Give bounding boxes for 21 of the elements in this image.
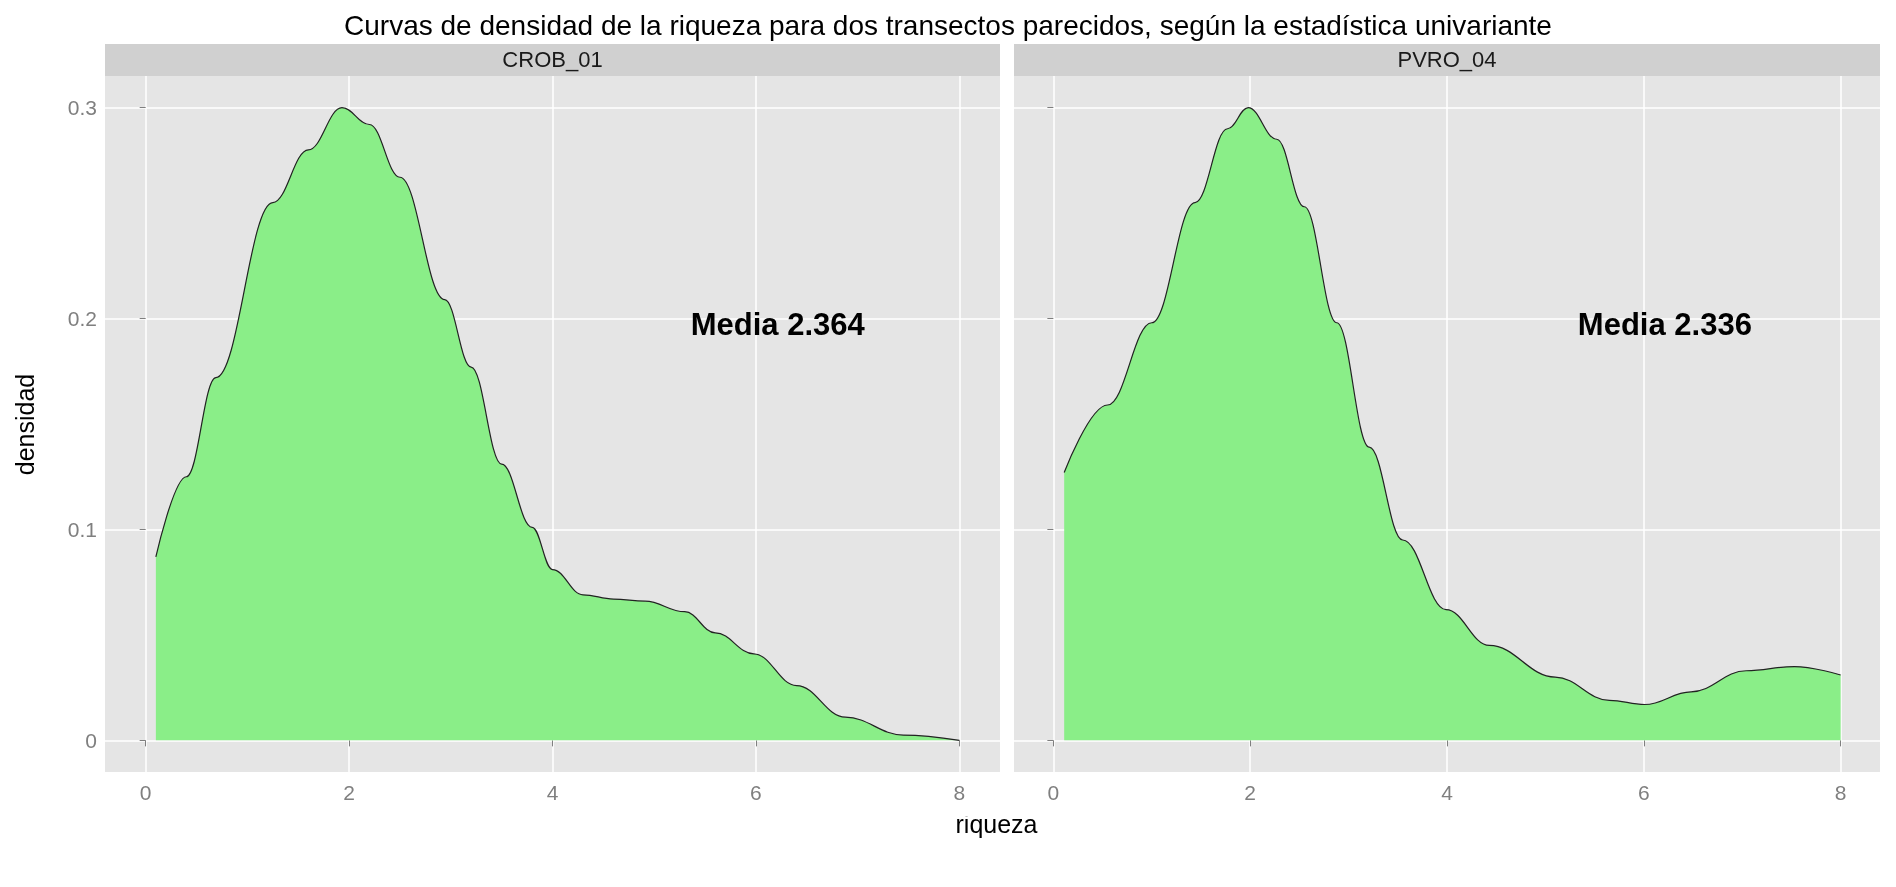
y-axis-title: densidad xyxy=(11,373,41,475)
x-axis-title: riqueza xyxy=(954,810,1039,839)
x-tick-label: 8 xyxy=(1834,781,1847,804)
x-tick-label: 2 xyxy=(343,781,355,804)
y-tick-label: 0.3 xyxy=(67,96,97,120)
y-tick-label: 0.1 xyxy=(67,517,97,541)
annotation: Media 2.364 xyxy=(690,307,866,343)
x-tick-label: 8 xyxy=(953,781,966,804)
x-tick-label: 2 xyxy=(1244,781,1257,804)
annotation: Media 2.336 xyxy=(1577,307,1752,343)
x-tick-label: 0 xyxy=(139,781,152,804)
chart-subtitle: CROB_01 xyxy=(105,44,1000,76)
x-tick-label: 4 xyxy=(1441,781,1454,804)
y-tick-label: 0 xyxy=(85,728,97,752)
chart-title: Curvas de densidad de la riqueza para dos transectos parecidos, según la estadística univariante xyxy=(343,9,1553,43)
x-tick-label: 4 xyxy=(546,781,559,804)
x-tick-label: 6 xyxy=(1637,781,1650,804)
chart-subtitle: PVRO_04 xyxy=(1014,44,1880,76)
x-tick-label: 0 xyxy=(1047,781,1060,804)
x-tick-label: 6 xyxy=(750,781,762,804)
y-tick-label: 0.2 xyxy=(67,307,97,331)
